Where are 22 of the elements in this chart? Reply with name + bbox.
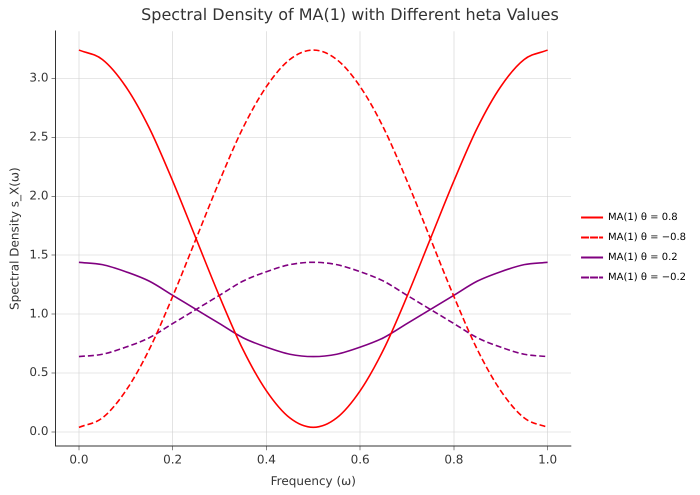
x-tick-label: 0.6 xyxy=(350,452,370,467)
y-tick-label: 2.0 xyxy=(29,188,48,202)
y-tick-label: 1.0 xyxy=(29,306,48,320)
legend-label: MA(1) θ = 0.8 xyxy=(608,212,678,224)
y-axis-title: Spectral Density s_X(ω) xyxy=(7,167,22,310)
chart-title: Spectral Density of MA(1) with Different heta Values xyxy=(141,4,559,24)
x-tick-label: 0.0 xyxy=(69,452,88,467)
y-tick-label: 0.0 xyxy=(29,424,48,438)
x-tick-label: 1.0 xyxy=(538,452,558,467)
y-tick-label: 2.5 xyxy=(29,129,48,144)
x-tick-label: 0.4 xyxy=(256,452,276,467)
legend-label: MA(1) θ = −0.2 xyxy=(608,272,686,284)
x-tick-label: 0.8 xyxy=(444,452,464,467)
line-series xyxy=(78,261,548,358)
y-tick-label: 1.5 xyxy=(29,247,48,262)
legend-label: MA(1) θ = −0.8 xyxy=(608,232,686,244)
legend-label: MA(1) θ = 0.2 xyxy=(608,252,678,264)
x-axis-title: Frequency (ω) xyxy=(270,474,356,488)
x-tick-label: 0.2 xyxy=(163,452,182,467)
line-series xyxy=(78,49,548,428)
y-tick-label: 3.0 xyxy=(29,70,48,84)
y-tick-label: 0.5 xyxy=(29,365,48,380)
